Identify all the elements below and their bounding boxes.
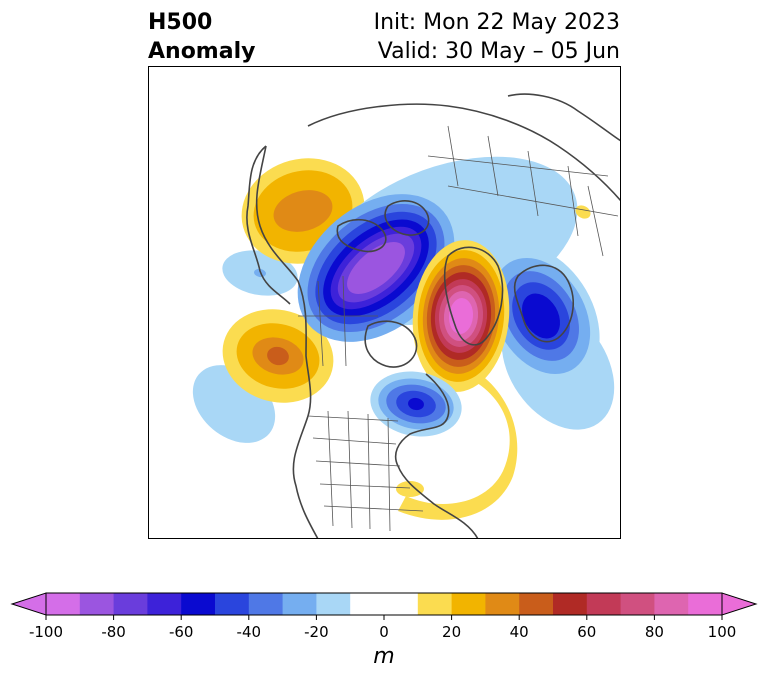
colorbar-tick-label: -80 bbox=[101, 623, 126, 641]
anomaly-scandinavia-trough bbox=[482, 246, 600, 386]
anomaly-southeast-ridge bbox=[396, 481, 424, 497]
colorbar-tick-label: -60 bbox=[169, 623, 194, 641]
colorbar-ticks: -100 -80 -60 -40 -20 0 20 40 60 80 100 bbox=[29, 615, 736, 641]
coastline-layer bbox=[246, 93, 621, 539]
map-frame bbox=[148, 66, 621, 539]
colorbar-segment bbox=[46, 593, 81, 615]
chart-title-left: H500 Anomaly bbox=[148, 8, 255, 66]
anomaly-western-atlantic-ridge bbox=[398, 361, 518, 520]
colorbar-extend-min bbox=[10, 592, 47, 616]
colorbar-segment bbox=[282, 593, 317, 615]
colorbar-segment bbox=[248, 593, 284, 615]
border-layer bbox=[298, 125, 619, 532]
colorbar-segment bbox=[451, 593, 486, 615]
colorbar-tick-label: 80 bbox=[645, 623, 664, 641]
colorbar-tick-label: 60 bbox=[577, 623, 596, 641]
init-time-label: Init: Mon 22 May 2023 bbox=[373, 10, 620, 35]
title-variable: H500 bbox=[148, 10, 213, 35]
colorbar-segment bbox=[417, 593, 453, 615]
anomaly-field-layer bbox=[192, 156, 615, 520]
colorbar-segment bbox=[620, 593, 655, 615]
colorbar-segment bbox=[688, 593, 723, 615]
colorbar-segment bbox=[350, 593, 419, 615]
colorbar-segment bbox=[215, 593, 250, 615]
colorbar-segment bbox=[553, 593, 588, 615]
colorbar-segment bbox=[79, 593, 115, 615]
anomaly-great-lakes-trough bbox=[370, 371, 462, 437]
title-variable-type: Anomaly bbox=[148, 39, 256, 64]
chart-title-right: Init: Mon 22 May 2023 Valid: 30 May – 05… bbox=[374, 8, 620, 66]
anomaly-siberia-ridge bbox=[575, 205, 591, 219]
colorbar-segment bbox=[485, 593, 520, 615]
colorbar-extend-max bbox=[721, 592, 758, 616]
anomaly-map bbox=[148, 66, 621, 539]
valid-time-label: Valid: 30 May – 05 Jun bbox=[377, 39, 620, 64]
anomaly-greenland-ridge bbox=[412, 240, 510, 392]
colorbar-segments bbox=[10, 592, 758, 616]
colorbar-tick-label: 20 bbox=[442, 623, 461, 641]
colorbar-segment bbox=[316, 593, 351, 615]
colorbar-segment bbox=[654, 593, 689, 615]
colorbar-tick-label: -40 bbox=[237, 623, 262, 641]
colorbar-segment bbox=[519, 593, 554, 615]
colorbar-tick-label: -100 bbox=[29, 623, 63, 641]
colorbar-tick-label: 100 bbox=[708, 623, 737, 641]
colorbar-tick-label: 0 bbox=[379, 623, 389, 641]
colorbar-segment bbox=[181, 593, 216, 615]
colorbar-segment bbox=[586, 593, 622, 615]
colorbar-segment bbox=[147, 593, 182, 615]
colorbar-unit-label: m bbox=[373, 644, 395, 669]
colorbar-segment bbox=[113, 593, 148, 615]
colorbar-tick-label: -20 bbox=[304, 623, 329, 641]
colorbar-tick-label: 40 bbox=[510, 623, 529, 641]
colorbar: -100 -80 -60 -40 -20 0 20 40 60 80 100 bbox=[10, 592, 758, 641]
